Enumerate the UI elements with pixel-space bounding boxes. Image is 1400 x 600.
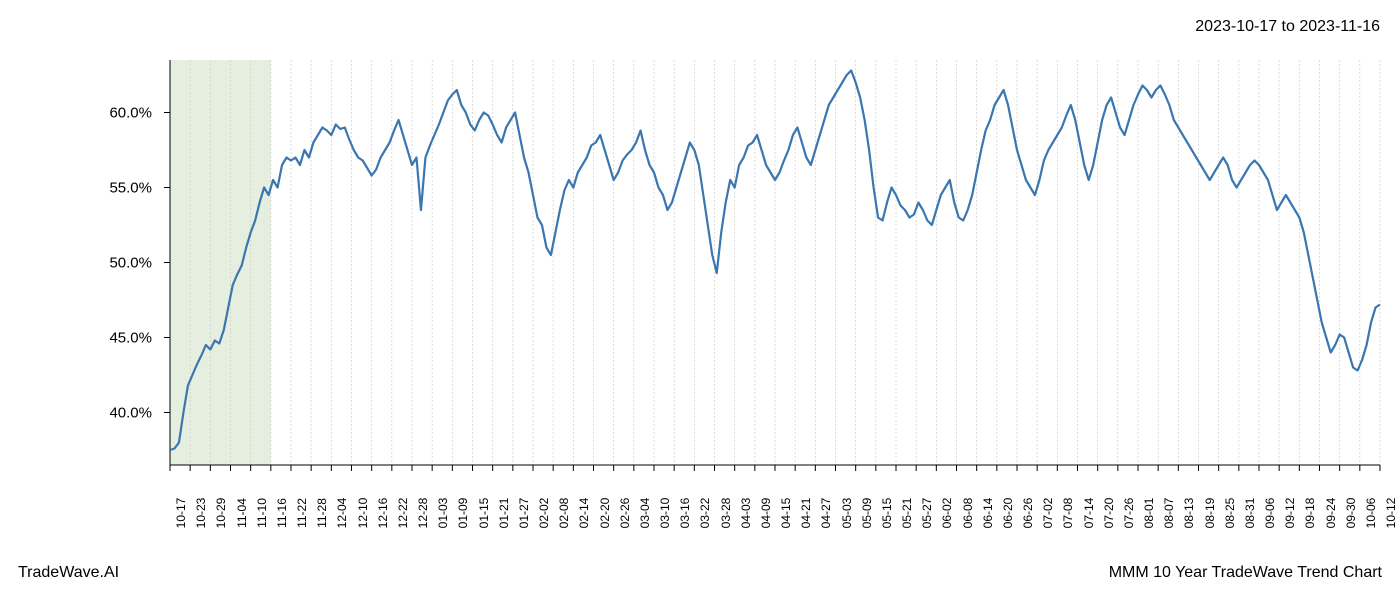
x-tick-label: 04-09 <box>759 498 773 529</box>
x-tick-label: 08-07 <box>1162 498 1176 529</box>
x-tick-label: 06-02 <box>940 498 954 529</box>
y-tick-label: 50.0% <box>109 254 152 271</box>
date-range-label: 2023-10-17 to 2023-11-16 <box>1195 18 1380 36</box>
x-tick-label: 12-28 <box>416 498 430 529</box>
x-tick-label: 02-26 <box>618 498 632 529</box>
chart-area <box>170 60 1380 465</box>
x-tick-label: 09-24 <box>1324 498 1338 529</box>
x-tick-label: 06-14 <box>981 498 995 529</box>
x-tick-label: 06-26 <box>1021 498 1035 529</box>
x-tick-label: 05-15 <box>880 498 894 529</box>
x-tick-label: 09-30 <box>1344 498 1358 529</box>
x-tick-label: 12-10 <box>356 498 370 529</box>
x-tick-label: 10-29 <box>214 498 228 529</box>
x-tick-label: 05-09 <box>860 498 874 529</box>
x-tick-label: 03-16 <box>678 498 692 529</box>
x-tick-label: 04-27 <box>819 498 833 529</box>
x-tick-label: 08-19 <box>1203 498 1217 529</box>
x-tick-label: 08-31 <box>1243 498 1257 529</box>
x-tick-label: 12-22 <box>396 498 410 529</box>
x-tick-label: 03-28 <box>719 498 733 529</box>
x-tick-label: 03-22 <box>698 498 712 529</box>
x-tick-label: 04-15 <box>779 498 793 529</box>
x-tick-label: 07-20 <box>1102 498 1116 529</box>
y-tick-label: 40.0% <box>109 404 152 421</box>
x-tick-label: 04-03 <box>739 498 753 529</box>
x-tick-label: 09-12 <box>1283 498 1297 529</box>
x-tick-label: 09-18 <box>1303 498 1317 529</box>
x-tick-label: 06-20 <box>1001 498 1015 529</box>
y-tick-label: 55.0% <box>109 179 152 196</box>
x-tick-label: 12-16 <box>376 498 390 529</box>
x-tick-label: 06-08 <box>961 498 975 529</box>
x-tick-label: 11-10 <box>255 498 269 528</box>
x-tick-label: 08-13 <box>1182 498 1196 529</box>
x-tick-label: 11-16 <box>275 498 289 528</box>
x-axis-labels: 10-17 10-23 10-29 11-04 11-10 11-16 11-22 11-28… <box>170 468 1380 558</box>
x-tick-label: 11-22 <box>295 498 309 528</box>
x-tick-label: 10-06 <box>1364 498 1378 529</box>
x-tick-label: 08-25 <box>1223 498 1237 529</box>
x-tick-label: 11-28 <box>315 498 329 528</box>
x-tick-label: 02-02 <box>537 498 551 529</box>
x-tick-label: 10-23 <box>194 498 208 529</box>
x-tick-label: 05-21 <box>900 498 914 529</box>
x-tick-label: 07-02 <box>1041 498 1055 529</box>
x-tick-label: 07-14 <box>1082 498 1096 529</box>
x-tick-label: 11-04 <box>235 498 249 528</box>
x-tick-label: 01-21 <box>497 498 511 529</box>
x-tick-label: 08-01 <box>1142 498 1156 529</box>
x-tick-label: 07-08 <box>1061 498 1075 529</box>
y-tick-label: 60.0% <box>109 104 152 121</box>
x-tick-label: 07-26 <box>1122 498 1136 529</box>
chart-svg <box>170 60 1380 465</box>
x-tick-label: 10-12 <box>1384 498 1398 529</box>
x-tick-label: 09-06 <box>1263 498 1277 529</box>
y-tick-label: 45.0% <box>109 329 152 346</box>
x-tick-label: 03-04 <box>638 498 652 529</box>
y-axis-labels: 40.0% 45.0% 50.0% 55.0% 60.0% <box>80 60 160 465</box>
x-tick-label: 01-15 <box>477 498 491 529</box>
x-tick-label: 01-27 <box>517 498 531 529</box>
x-tick-label: 01-09 <box>456 498 470 529</box>
x-tick-label: 03-10 <box>658 498 672 529</box>
chart-title: MMM 10 Year TradeWave Trend Chart <box>1109 564 1382 582</box>
x-tick-label: 05-27 <box>920 498 934 529</box>
x-tick-label: 10-17 <box>174 498 188 529</box>
x-tick-label: 02-08 <box>557 498 571 529</box>
footer-brand: TradeWave.AI <box>18 564 119 582</box>
x-tick-label: 12-04 <box>335 498 349 529</box>
x-tick-label: 05-03 <box>840 498 854 529</box>
x-tick-label: 01-03 <box>436 498 450 529</box>
x-tick-label: 02-14 <box>577 498 591 529</box>
x-tick-label: 04-21 <box>799 498 813 529</box>
x-tick-label: 02-20 <box>598 498 612 529</box>
